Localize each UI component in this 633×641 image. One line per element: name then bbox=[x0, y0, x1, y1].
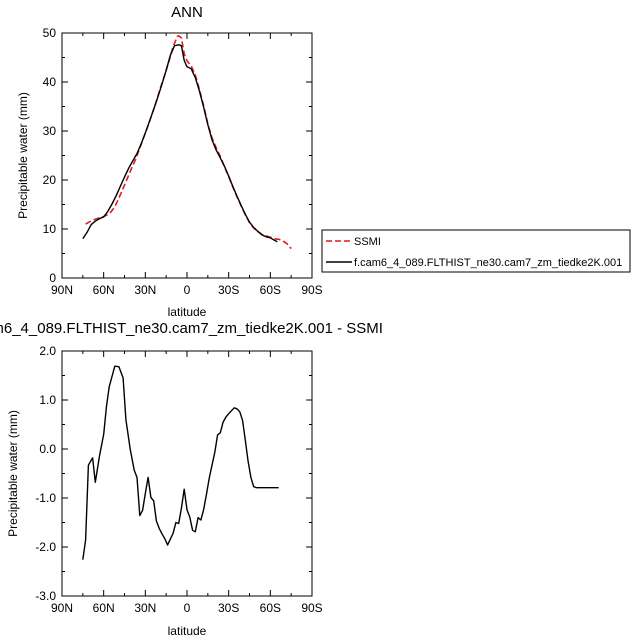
series-line-1 bbox=[82, 44, 278, 243]
y-tick-label: 2.0 bbox=[39, 344, 56, 358]
y-tick-label: -3.0 bbox=[35, 589, 56, 603]
y-axis: 0 10 20 30 40 50 bbox=[43, 26, 312, 285]
x-tick-label: 60S bbox=[260, 601, 281, 615]
x-tick-label: 90N bbox=[51, 601, 73, 615]
x-axis-label: latitude bbox=[168, 624, 207, 638]
y-tick-label: 50 bbox=[43, 26, 57, 40]
y-tick-label: 1.0 bbox=[39, 393, 56, 407]
y-tick-label: 0.0 bbox=[39, 442, 56, 456]
plot-frame bbox=[61, 32, 313, 279]
legend-label-model: f.cam6_4_089.FLTHIST_ne30.cam7_zm_tiedke… bbox=[354, 257, 622, 269]
x-tick-label: 90S bbox=[301, 283, 322, 297]
x-tick-label: 30S bbox=[218, 283, 239, 297]
y-tick-label: 30 bbox=[43, 124, 57, 138]
x-axis-label: latitude bbox=[168, 305, 207, 319]
y-tick-label: -1.0 bbox=[35, 491, 56, 505]
series-layer bbox=[82, 365, 279, 560]
y-tick-label: 10 bbox=[43, 222, 57, 236]
y-axis: -3.0 -2.0 -1.0 0.0 1.0 2.0 bbox=[35, 344, 312, 603]
mean-panel: ANN 90N 60N 30N 0 30S 60S 90S 0 10 20 30 40 50 lati… bbox=[16, 4, 631, 319]
x-tick-label: 60N bbox=[93, 283, 115, 297]
chart-title: am6_4_089.FLTHIST_ne30.cam7_zm_tiedke2K.… bbox=[0, 320, 383, 337]
x-tick-label: 90S bbox=[301, 601, 322, 615]
chart-title: ANN bbox=[171, 4, 203, 21]
y-tick-label: 0 bbox=[49, 271, 56, 285]
series-layer bbox=[82, 35, 292, 250]
y-tick-label: -2.0 bbox=[35, 540, 56, 554]
legend-label-ssmi: SSMI bbox=[354, 236, 381, 248]
x-tick-label: 0 bbox=[184, 601, 191, 615]
y-axis-label: Precipitable water (mm) bbox=[6, 410, 20, 537]
x-tick-label: 30S bbox=[218, 601, 239, 615]
x-tick-label: 90N bbox=[51, 283, 73, 297]
y-tick-label: 40 bbox=[43, 75, 57, 89]
x-tick-label: 60N bbox=[93, 601, 115, 615]
legend-box bbox=[321, 229, 631, 273]
x-tick-label: 30N bbox=[134, 283, 156, 297]
x-tick-label: 0 bbox=[184, 283, 191, 297]
legend: SSMI f.cam6_4_089.FLTHIST_ne30.cam7_zm_t… bbox=[321, 229, 631, 273]
x-tick-label: 30N bbox=[134, 601, 156, 615]
difference-panel: am6_4_089.FLTHIST_ne30.cam7_zm_tiedke2K.… bbox=[0, 320, 383, 638]
plot-frame bbox=[61, 350, 313, 597]
x-tick-label: 60S bbox=[260, 283, 281, 297]
y-axis-label: Precipitable water (mm) bbox=[16, 92, 30, 219]
y-tick-label: 20 bbox=[43, 173, 57, 187]
x-axis: 90N 60N 30N 0 30S 60S 90S bbox=[51, 351, 323, 615]
series-line-0 bbox=[82, 365, 279, 560]
x-axis: 90N 60N 30N 0 30S 60S 90S bbox=[51, 33, 323, 297]
